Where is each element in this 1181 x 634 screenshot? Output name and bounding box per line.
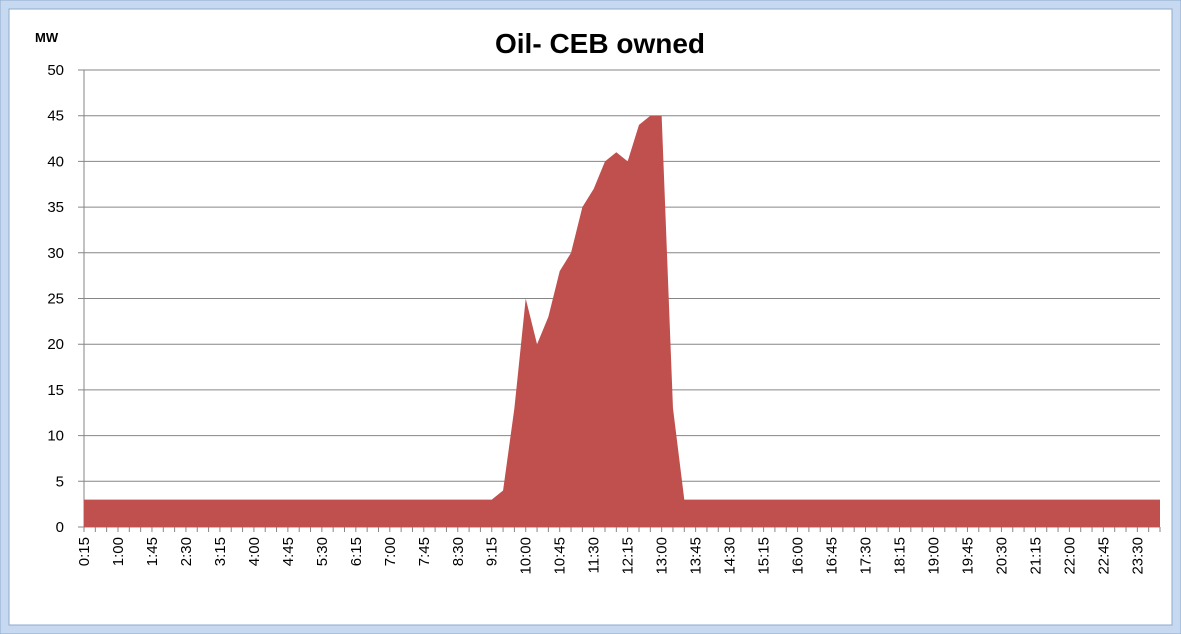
y-axis-label: MW bbox=[35, 30, 59, 45]
x-tick-label: 23:30 bbox=[1129, 537, 1146, 575]
x-tick-label: 16:45 bbox=[824, 537, 841, 575]
x-tick-label: 6:15 bbox=[348, 537, 365, 566]
x-tick-label: 10:00 bbox=[518, 537, 535, 575]
x-tick-label: 4:45 bbox=[280, 537, 297, 566]
x-tick-label: 22:00 bbox=[1061, 537, 1078, 575]
x-tick-label: 19:45 bbox=[959, 537, 976, 575]
x-tick-label: 7:00 bbox=[382, 537, 399, 566]
x-tick-label: 13:00 bbox=[654, 537, 671, 575]
x-tick-label: 20:30 bbox=[993, 537, 1010, 575]
y-tick-label: 40 bbox=[47, 153, 64, 170]
y-tick-label: 0 bbox=[56, 519, 64, 536]
area bbox=[84, 115, 1160, 527]
x-tick-label: 5:30 bbox=[314, 537, 331, 566]
x-tick-label: 13:45 bbox=[688, 537, 705, 575]
x-tick-label: 15:15 bbox=[756, 537, 773, 575]
x-tick-label: 3:15 bbox=[212, 537, 229, 566]
y-tick-label: 45 bbox=[47, 108, 64, 125]
x-tick-label: 1:45 bbox=[144, 537, 161, 566]
x-tick-label: 22:45 bbox=[1095, 537, 1112, 575]
y-tick-label: 30 bbox=[47, 245, 64, 262]
x-tick-label: 0:15 bbox=[76, 537, 93, 566]
y-tick-label: 25 bbox=[47, 291, 64, 308]
y-tick-label: 5 bbox=[56, 473, 64, 490]
chart-title: Oil- CEB owned bbox=[495, 28, 705, 59]
x-tick-label: 19:00 bbox=[925, 537, 942, 575]
x-tick-label: 9:15 bbox=[484, 537, 501, 566]
x-tick-label: 14:30 bbox=[722, 537, 739, 575]
x-tick-label: 11:30 bbox=[586, 537, 603, 573]
y-tick-label: 10 bbox=[47, 428, 64, 445]
x-tick-label: 7:45 bbox=[416, 537, 433, 566]
y-tick-label: 35 bbox=[47, 199, 64, 216]
x-tick-label: 8:30 bbox=[450, 537, 467, 566]
x-tick-label: 10:45 bbox=[552, 537, 569, 575]
x-tick-label: 1:00 bbox=[110, 537, 127, 566]
x-tick-label: 16:00 bbox=[790, 537, 807, 575]
y-tick-label: 20 bbox=[47, 336, 64, 353]
x-tick-label: 21:15 bbox=[1027, 537, 1044, 575]
y-tick-label: 50 bbox=[47, 62, 64, 79]
y-tick-label: 15 bbox=[47, 382, 64, 399]
x-tick-label: 2:30 bbox=[178, 537, 195, 566]
x-tick-label: 12:15 bbox=[620, 537, 637, 575]
x-tick-label: 17:30 bbox=[858, 537, 875, 575]
x-tick-label: 18:15 bbox=[891, 537, 908, 575]
x-tick-label: 4:00 bbox=[246, 537, 263, 566]
